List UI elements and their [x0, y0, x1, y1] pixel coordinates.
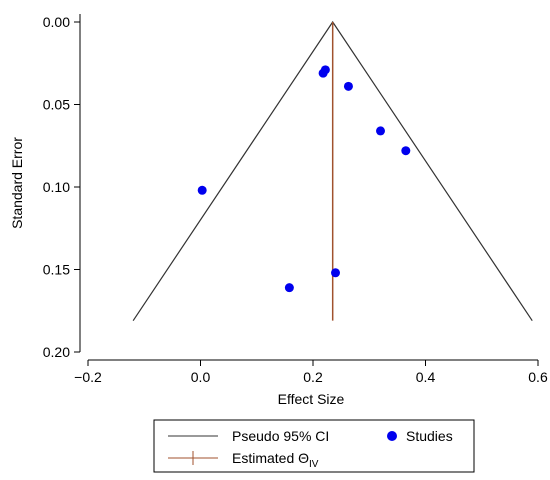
legend: Pseudo 95% CI Studies Estimated ΘIV: [153, 419, 475, 473]
legend-estimate-subscript: IV: [309, 459, 319, 470]
legend-ci-label: Pseudo 95% CI: [232, 428, 329, 444]
study-point: [320, 65, 330, 75]
legend-estimate-label: Estimated ΘIV: [232, 450, 319, 470]
y-tick-label: 0.05: [43, 97, 70, 113]
x-tick-label: 0.0: [191, 369, 211, 385]
x-tick-label: 0.4: [416, 369, 436, 385]
study-point: [343, 81, 353, 91]
y-axis-title: Standard Error: [9, 137, 25, 229]
y-tick-label: 0.10: [43, 179, 70, 195]
studies-points: [197, 65, 411, 293]
legend-studies-label: Studies: [406, 428, 453, 444]
legend-estimate-name: Estimated Θ: [232, 450, 309, 466]
x-tick-label: −0.2: [74, 369, 102, 385]
x-axis-title: Effect Size: [278, 391, 345, 407]
legend-box: [153, 419, 475, 473]
y-tick-label: 0.20: [43, 344, 70, 360]
y-tick-label: 0.15: [43, 262, 70, 278]
study-point: [284, 283, 294, 293]
study-point: [376, 126, 385, 136]
study-point: [197, 185, 207, 195]
plot-area: 0.00 0.05 0.10 0.15 0.20 −0.2 0.0 0.2 0.4 0.6: [43, 14, 548, 385]
y-tick-label: 0.00: [43, 14, 70, 30]
x-tick-label: 0.6: [528, 369, 548, 385]
y-axis-ticks: 0.00 0.05 0.10 0.15 0.20: [43, 14, 80, 360]
x-tick-label: 0.2: [303, 369, 323, 385]
x-axis-ticks: −0.2 0.0 0.2 0.4 0.6: [74, 360, 548, 385]
study-point: [331, 268, 340, 278]
study-point: [401, 146, 411, 156]
legend-studies-marker: [387, 431, 397, 441]
